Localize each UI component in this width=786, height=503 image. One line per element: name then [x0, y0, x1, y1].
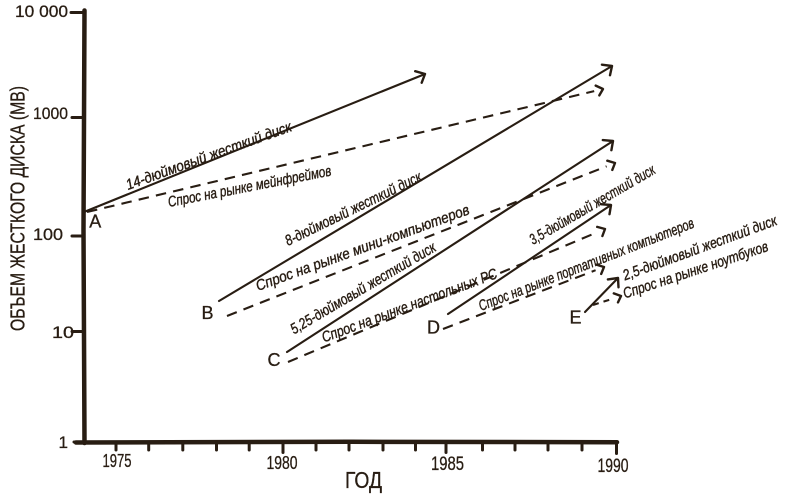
svg-text:1975: 1975 — [103, 451, 132, 471]
svg-text:1980: 1980 — [267, 453, 298, 473]
svg-text:1000: 1000 — [33, 104, 68, 123]
svg-text:B: B — [201, 303, 213, 323]
svg-text:E: E — [569, 308, 581, 328]
svg-text:ГОД: ГОД — [345, 467, 382, 493]
svg-text:C: C — [268, 350, 281, 370]
svg-text:10 000: 10 000 — [15, 2, 68, 21]
svg-text:1985: 1985 — [431, 454, 464, 475]
svg-text:ОБЪЕМ ЖЕСТКОГО ДИСКА (МВ): ОБЪЕМ ЖЕСТКОГО ДИСКА (МВ) — [8, 86, 30, 331]
svg-text:1990: 1990 — [598, 456, 629, 477]
svg-text:10: 10 — [52, 323, 74, 342]
svg-text:A: A — [89, 212, 101, 232]
svg-text:D: D — [427, 318, 440, 338]
svg-text:100: 100 — [33, 225, 63, 244]
svg-text:1: 1 — [59, 433, 68, 452]
